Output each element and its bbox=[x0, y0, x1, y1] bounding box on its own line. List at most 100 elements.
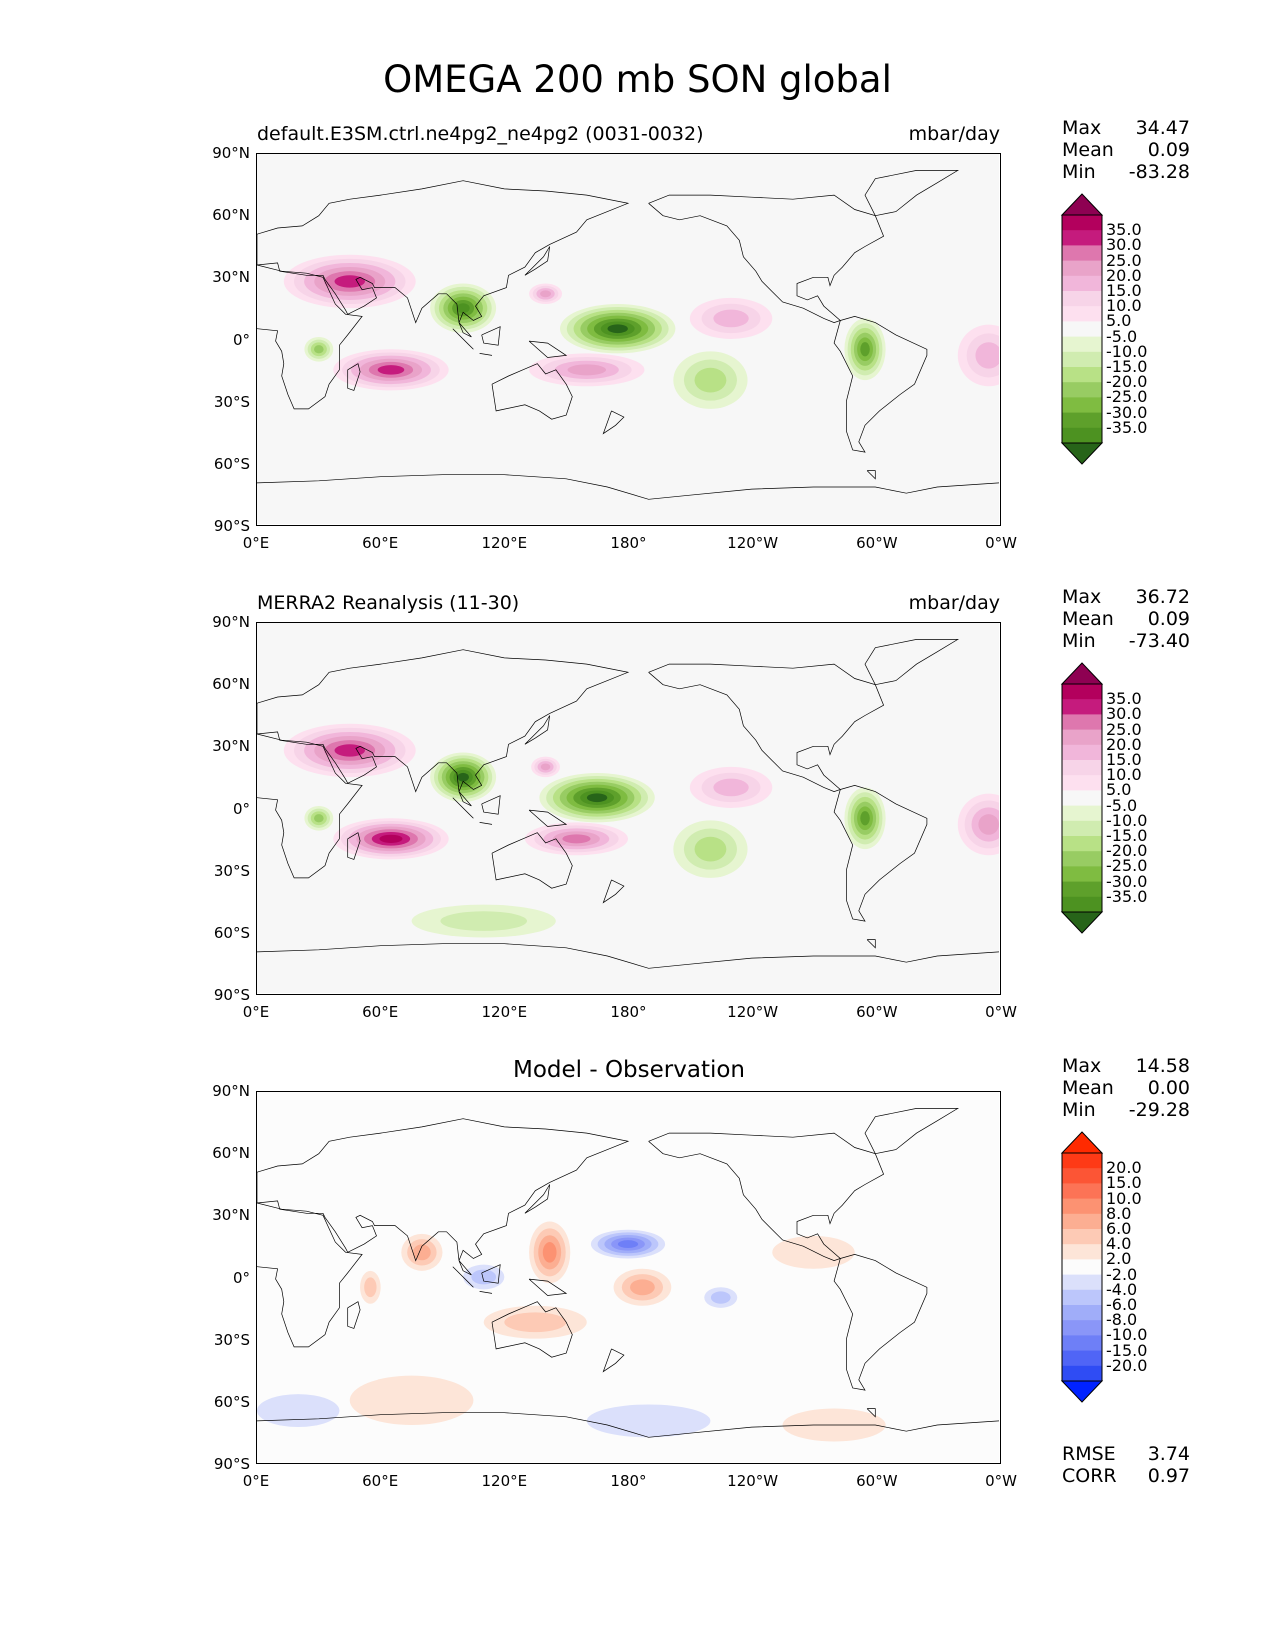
map-plot bbox=[256, 153, 1001, 526]
contour-level bbox=[504, 1312, 567, 1333]
coastline bbox=[524, 246, 551, 276]
colorbar-segment bbox=[1062, 1168, 1102, 1184]
colorbar-segment bbox=[1062, 714, 1102, 731]
colorbar-segment bbox=[1062, 1305, 1102, 1321]
x-tick-label: 120°E bbox=[481, 534, 528, 552]
contour-level bbox=[694, 367, 727, 393]
colorbar-tick-label: -35.0 bbox=[1106, 417, 1148, 437]
contour-feature bbox=[844, 787, 886, 850]
coastline bbox=[481, 1264, 501, 1284]
colorbar-tick-label: -30.0 bbox=[1106, 402, 1148, 422]
colorbar-segment bbox=[1062, 351, 1102, 368]
coastline bbox=[833, 785, 928, 922]
colorbar-tick-label: -25.0 bbox=[1106, 387, 1148, 407]
colorbar-tick-label: 30.0 bbox=[1106, 235, 1142, 255]
coastline bbox=[347, 832, 361, 860]
coastline bbox=[866, 939, 876, 949]
stat-value: 3.74 bbox=[1147, 1443, 1190, 1465]
coastline bbox=[491, 832, 573, 889]
contour-feature bbox=[529, 283, 563, 305]
map-plot bbox=[256, 622, 1001, 995]
colorbar-tick-label: -4.0 bbox=[1106, 1279, 1138, 1299]
colorbar-segment bbox=[1062, 230, 1102, 246]
y-tick-label: 60°S bbox=[213, 1392, 250, 1411]
contour-feature bbox=[430, 752, 497, 802]
map-svg bbox=[257, 1092, 999, 1462]
x-tick-label: 120°W bbox=[727, 1472, 779, 1490]
map-svg bbox=[257, 623, 999, 993]
stat-label: CORR bbox=[1062, 1465, 1117, 1487]
colorbar-tick-label: -20.0 bbox=[1106, 1355, 1148, 1375]
y-tick-label: 60°N bbox=[212, 1144, 250, 1163]
colorbar-segment bbox=[1062, 382, 1102, 398]
colorbar-segment bbox=[1062, 1244, 1102, 1260]
contour-feature bbox=[529, 1221, 571, 1284]
contour-feature bbox=[333, 818, 449, 860]
contour-feature bbox=[524, 822, 628, 856]
colorbar-tick-label: 15.0 bbox=[1106, 1173, 1142, 1193]
contour-level bbox=[567, 364, 607, 376]
colorbar-segment bbox=[1062, 760, 1102, 776]
colorbar-segment bbox=[1062, 275, 1102, 292]
contour-feature bbox=[529, 353, 645, 387]
stat-label: Min bbox=[1062, 1099, 1096, 1121]
coastline bbox=[866, 470, 876, 480]
x-tick-label: 180° bbox=[610, 534, 647, 552]
panel-title-left: MERRA2 Reanalysis (11-30) bbox=[257, 592, 520, 614]
contour-level bbox=[540, 290, 552, 298]
x-tick-label: 120°E bbox=[481, 1472, 528, 1490]
coastlines bbox=[257, 170, 999, 500]
y-tick-label: 90°N bbox=[212, 144, 250, 162]
x-tick-label: 0°E bbox=[242, 1003, 270, 1021]
colorbar-tick-label: 35.0 bbox=[1106, 220, 1142, 240]
colorbar-segment bbox=[1062, 836, 1102, 852]
contour-feature bbox=[957, 793, 999, 856]
colorbar-tick-label: -20.0 bbox=[1106, 372, 1148, 392]
contour-level bbox=[617, 1240, 639, 1249]
coastline bbox=[602, 1348, 625, 1373]
stat-label: Max bbox=[1062, 586, 1102, 608]
colorbar-tick-label: 20.0 bbox=[1106, 734, 1142, 754]
colorbar-extend-top bbox=[1060, 193, 1104, 216]
colorbar-segment bbox=[1062, 336, 1102, 353]
contour-feature bbox=[349, 1375, 474, 1425]
y-tick-label: 90°N bbox=[212, 1082, 250, 1100]
contour-level bbox=[607, 324, 628, 334]
contour-feature bbox=[689, 766, 773, 808]
stat-value: 0.97 bbox=[1147, 1465, 1190, 1487]
coastline bbox=[347, 363, 361, 391]
panel-title-left: default.E3SM.ctrl.ne4pg2_ne4pg2 (0031-00… bbox=[257, 123, 704, 145]
stats-block: Max 14.58 Mean 0.00 Min -29.28 bbox=[1062, 1055, 1190, 1121]
coastline bbox=[452, 1266, 474, 1288]
coastline bbox=[648, 663, 885, 792]
colorbar-tick-label: 2.0 bbox=[1106, 1249, 1132, 1269]
stat-value: 0.09 bbox=[1147, 608, 1190, 630]
y-tick-label: 0° bbox=[232, 799, 250, 818]
contour-level bbox=[456, 303, 470, 314]
contour-feature bbox=[957, 324, 999, 387]
contour-level bbox=[860, 811, 870, 826]
coastline bbox=[481, 326, 501, 346]
coastlines bbox=[257, 639, 999, 969]
coastline bbox=[864, 639, 960, 686]
coastline bbox=[602, 410, 625, 435]
x-tick-label: 0°W bbox=[985, 1472, 1017, 1490]
stat-label: Min bbox=[1062, 630, 1096, 652]
stat-label: Min bbox=[1062, 161, 1096, 183]
stat-value: 34.47 bbox=[1135, 117, 1190, 139]
contour-feature bbox=[689, 297, 773, 339]
colorbar-segment bbox=[1062, 684, 1102, 700]
colorbar-segment bbox=[1062, 397, 1102, 414]
colorbar-extend-top bbox=[1060, 662, 1104, 685]
contour-level bbox=[377, 365, 405, 375]
colorbar-tick-label: 5.0 bbox=[1106, 311, 1132, 331]
colorbar-segment bbox=[1062, 699, 1102, 715]
contour-feature bbox=[483, 1305, 587, 1339]
colorbar-extend-bottom bbox=[1060, 911, 1104, 934]
x-tick-label: 180° bbox=[610, 1472, 647, 1490]
coastline bbox=[257, 264, 363, 410]
y-tick-label: 30°N bbox=[212, 737, 250, 756]
x-tick-label: 0°E bbox=[242, 1472, 270, 1490]
y-tick-label: 0° bbox=[232, 1268, 250, 1287]
coastlines bbox=[257, 1108, 999, 1438]
